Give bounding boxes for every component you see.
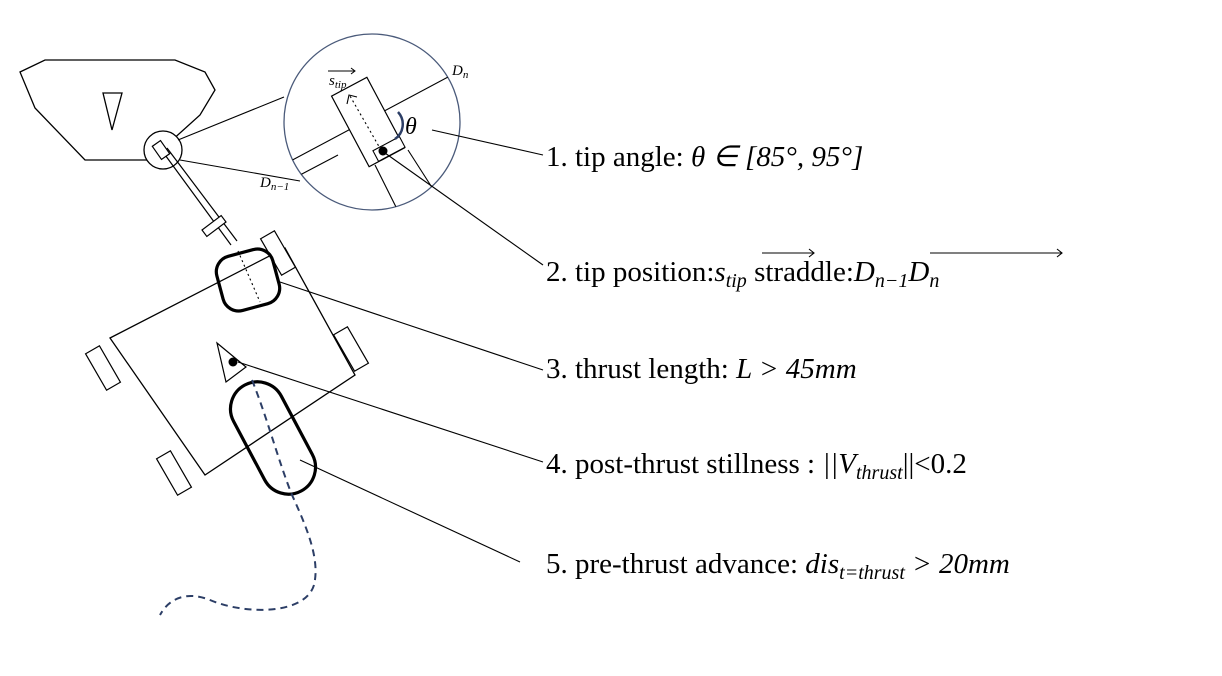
needle-tip-marker	[151, 139, 171, 161]
leader-1	[431, 129, 544, 156]
robot-trajectory	[159, 379, 317, 616]
wheel-right	[332, 325, 370, 373]
leader-5	[299, 459, 521, 563]
inset-dn-label: Dn	[451, 63, 469, 81]
leader-2	[384, 152, 544, 266]
tip-inset: stip θ Dn Dn−1	[259, 33, 469, 211]
zoom-connector-lower	[179, 159, 301, 182]
robot	[84, 229, 370, 497]
wheel-left	[84, 344, 122, 392]
criterion-5: 5. pre-thrust advance: dist=thrust > 20m…	[546, 548, 1010, 584]
zoom-connector-upper	[177, 96, 285, 141]
inset-dn1-label: Dn−1	[259, 175, 289, 193]
criterion-2: 2. tip position:stip straddle:Dn−1Dn	[546, 256, 939, 292]
inset-angle-label: θ	[405, 114, 417, 140]
angle-arc	[394, 111, 405, 141]
thrust-region	[214, 247, 282, 313]
thrust-dotted-line	[237, 250, 261, 303]
inset-vector-label: stip	[329, 73, 347, 91]
tip-vector	[349, 95, 382, 151]
criterion-1: 1. tip angle: θ ∈ [85°, 95°]	[546, 141, 863, 173]
pre-thrust-region	[228, 380, 318, 496]
leader-3	[279, 281, 544, 371]
needle-guard	[201, 214, 227, 238]
leader-4	[237, 361, 544, 463]
hub-direction-triangle	[102, 92, 123, 131]
needle	[151, 139, 238, 246]
criterion-3: 3. thrust length: L > 45mm	[546, 353, 857, 385]
criterion-4: 4. post-thrust stillness : ||Vthrust||<0…	[546, 448, 967, 484]
wheel-bottom-left	[155, 449, 193, 497]
hub-head	[19, 59, 216, 170]
robot-center-point	[228, 357, 238, 367]
criteria-list: 1. tip angle: θ ∈ [85°, 95°] 2. tip posi…	[546, 141, 1063, 584]
